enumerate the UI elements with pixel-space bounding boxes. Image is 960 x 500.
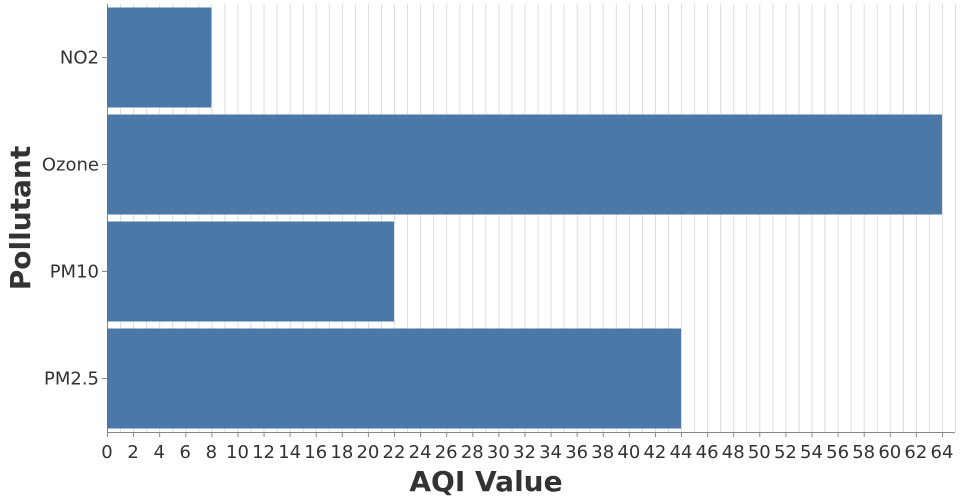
y-category-label: Ozone <box>42 155 99 176</box>
x-tick-label: 58 <box>852 442 875 463</box>
bar-no2 <box>107 7 212 108</box>
bars <box>107 7 942 429</box>
bar-pm2-5 <box>107 328 682 429</box>
x-axis-ticks: 0 2 4 6 8 10 12 14 16 18 20 22 24 26 28 30 32 34 36 38 40 42 4… <box>101 432 953 463</box>
x-tick-label: 2 <box>127 442 138 463</box>
x-tick-label: 18 <box>330 442 353 463</box>
bar-pm10 <box>107 221 395 322</box>
x-tick-label: 54 <box>800 442 823 463</box>
x-tick-label: 32 <box>513 442 536 463</box>
y-axis-title: Pollutant <box>4 146 37 290</box>
y-category-label: PM10 <box>50 262 99 283</box>
x-tick-label: 44 <box>670 442 693 463</box>
x-tick-label: 60 <box>878 442 901 463</box>
x-axis-title: AQI Value <box>409 465 562 498</box>
x-tick-label: 42 <box>643 442 666 463</box>
y-category-label: NO2 <box>60 48 99 69</box>
x-tick-label: 38 <box>591 442 614 463</box>
x-tick-label: 28 <box>461 442 484 463</box>
x-tick-label: 40 <box>617 442 640 463</box>
x-tick-label: 50 <box>748 442 771 463</box>
x-tick-label: 62 <box>904 442 927 463</box>
y-axis-category-labels: NO2 Ozone PM10 PM2.5 <box>42 48 107 390</box>
x-tick-label: 56 <box>826 442 849 463</box>
x-tick-label: 22 <box>383 442 406 463</box>
x-tick-label: 24 <box>409 442 432 463</box>
x-tick-label: 34 <box>539 442 562 463</box>
x-tick-label: 0 <box>101 442 112 463</box>
x-tick-label: 52 <box>774 442 797 463</box>
x-tick-label: 46 <box>696 442 719 463</box>
x-tick-label: 16 <box>304 442 327 463</box>
x-tick-label: 4 <box>153 442 164 463</box>
bar-ozone <box>107 114 942 215</box>
x-tick-label: 10 <box>226 442 249 463</box>
x-tick-label: 26 <box>435 442 458 463</box>
x-tick-label: 6 <box>180 442 191 463</box>
x-tick-label: 12 <box>252 442 275 463</box>
y-category-label: PM2.5 <box>44 369 99 390</box>
x-tick-label: 64 <box>931 442 954 463</box>
x-tick-label: 20 <box>356 442 379 463</box>
x-tick-label: 48 <box>722 442 745 463</box>
x-tick-label: 14 <box>278 442 301 463</box>
x-tick-label: 30 <box>487 442 510 463</box>
x-tick-label: 36 <box>565 442 588 463</box>
x-tick-label: 8 <box>206 442 217 463</box>
